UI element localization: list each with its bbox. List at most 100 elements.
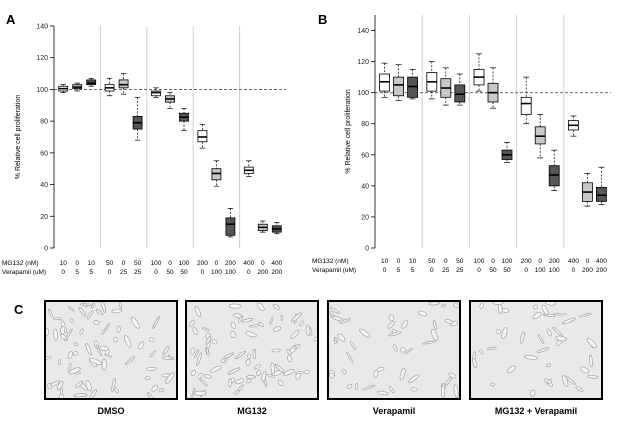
cell [101,322,111,335]
cell [589,354,593,368]
cell [48,308,53,317]
verapamil-value: 5 [411,267,415,274]
row-label-mg132: MG132 (nM) [312,258,348,265]
verapamil-value: 0 [572,267,576,274]
cell [67,351,73,360]
mg132-value: 400 [568,258,579,265]
mg132-value: 0 [168,260,172,267]
cell [119,302,123,310]
y-tick-label: 60 [40,150,48,157]
mg132-value: 0 [215,260,219,267]
cell [205,347,209,354]
verapamil-value: 200 [582,267,593,274]
cell [252,348,257,360]
cell [498,303,503,315]
cell [91,302,96,309]
cell [304,369,310,375]
cell [95,309,104,316]
cell [101,358,107,371]
cell [83,302,88,308]
cell [53,328,58,341]
cell [479,302,484,309]
cell [100,302,107,313]
cell [544,302,557,306]
cell [342,368,347,375]
cell [305,325,311,337]
cell [507,365,516,374]
mg132-value: 100 [179,260,190,267]
cell-texture [46,302,175,398]
cell [337,333,346,342]
cell [146,366,157,371]
mg132-value: 0 [397,258,401,265]
box-white [520,96,532,115]
cell [501,327,508,340]
cell [272,303,280,310]
cell [290,330,300,339]
cell [283,368,295,376]
cell [78,307,87,317]
cell [238,315,243,323]
cell [64,328,73,341]
cell [533,304,539,310]
verapamil-value: 25 [456,267,464,274]
cell [269,316,274,325]
mg132-value: 200 [549,258,560,265]
mg132-value: 0 [444,258,448,265]
cell [453,384,459,398]
cell [329,372,335,379]
cell [346,351,354,364]
verapamil-value: 100 [549,267,560,274]
cell [151,384,159,392]
cell [99,345,109,351]
verapamil-value: 50 [180,269,188,276]
mg132-value: 400 [243,260,254,267]
cell [130,316,140,329]
cell [210,365,222,373]
cell [490,382,495,387]
cell [495,329,502,334]
micrograph-verapamil [327,300,461,400]
micrograph-dmso [44,300,178,400]
cell [547,378,553,385]
cell [272,326,282,332]
cell [334,338,339,342]
micrograph-caption-verapamil: Verapamil [372,406,416,416]
cell [234,378,245,385]
cell [85,380,92,392]
cell [532,311,542,319]
mg132-value: 10 [409,258,417,265]
cell [193,390,207,396]
micrograph-caption-mg132: MG132 [237,406,267,416]
cell [162,356,175,360]
cell [253,364,261,370]
cell [561,317,576,325]
cell [479,349,484,355]
cell [537,334,545,345]
cell [399,367,406,381]
cell [67,363,72,372]
cell [147,392,154,398]
cell [248,324,260,328]
cell [329,311,335,317]
cell [113,337,119,343]
mg132-value: 10 [60,260,68,267]
cell [553,313,568,316]
mg132-value: 100 [474,258,485,265]
cell [541,304,549,316]
cell [313,336,317,341]
cell [388,314,395,321]
mg132-value: 0 [586,258,590,265]
panel-label-a: A [6,12,16,27]
cell [72,351,79,356]
verapamil-value: 0 [201,269,205,276]
mg132-value: 0 [75,260,79,267]
mg132-value: 50 [134,260,142,267]
cell [354,383,359,390]
cell [246,378,252,384]
mg132-value: 50 [106,260,114,267]
cell [46,328,50,337]
cell [104,354,112,358]
cell [245,375,256,379]
cell [274,363,285,374]
